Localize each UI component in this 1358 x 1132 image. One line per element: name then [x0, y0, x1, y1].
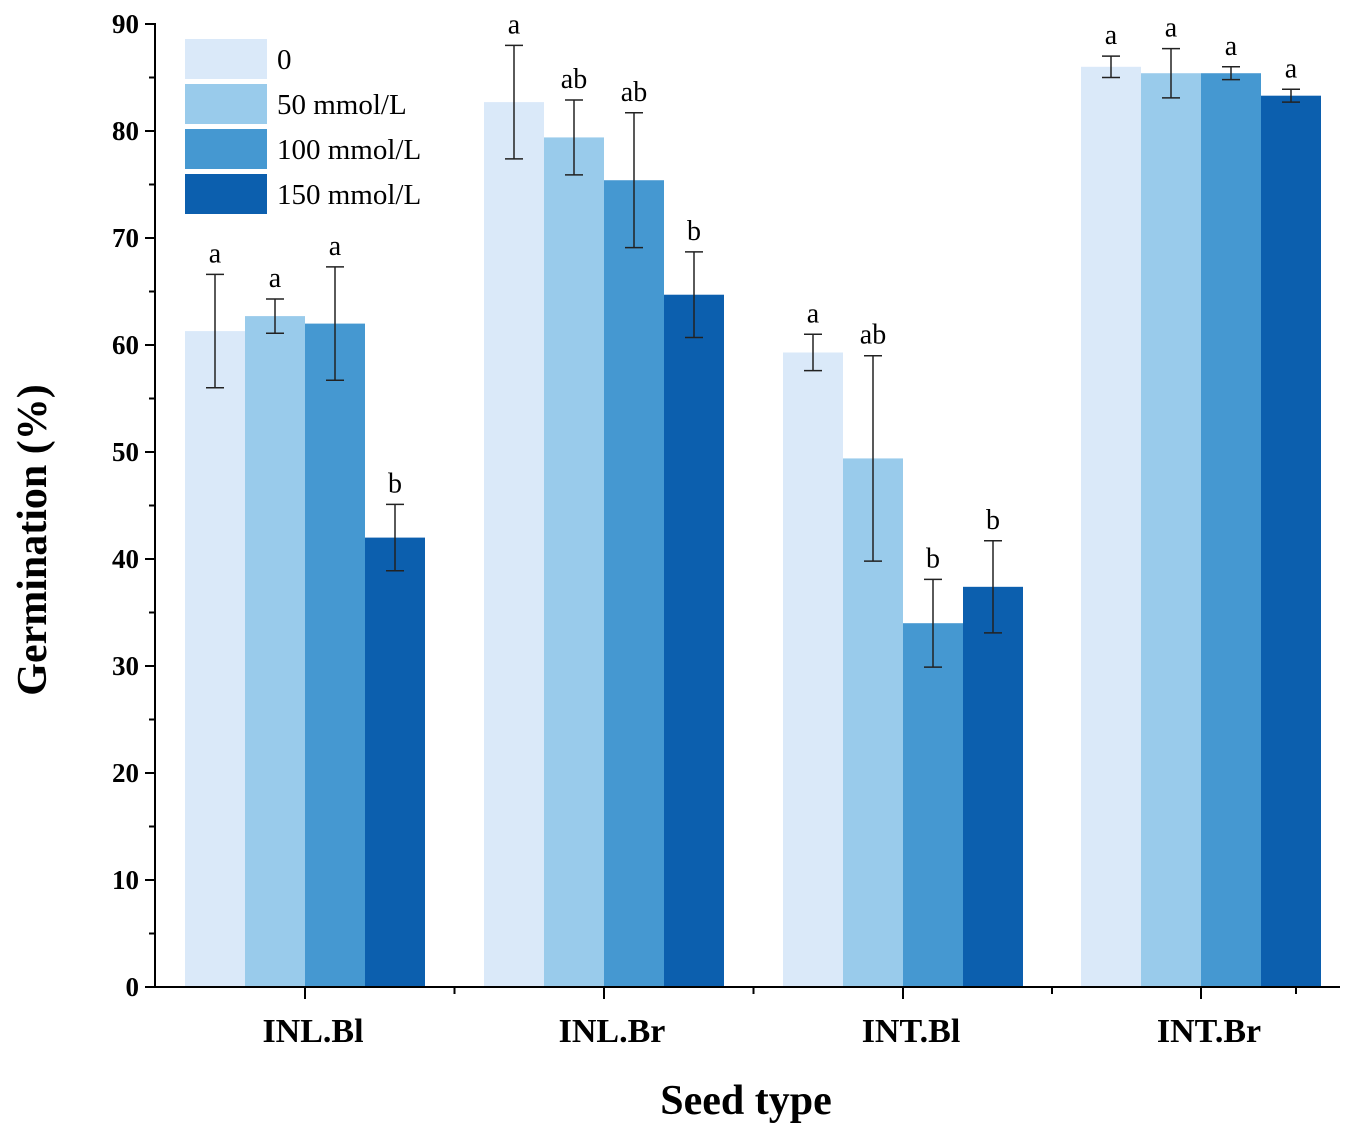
x-axis-title: Seed type — [660, 1078, 832, 1124]
x-tick-label: INT.Bl — [862, 1013, 961, 1050]
error-bar — [924, 578, 942, 668]
significance-letter: a — [1105, 20, 1118, 51]
x-tick-label: INT.Br — [1157, 1013, 1261, 1050]
bar-INT.Br-50-mmol-L — [1141, 73, 1201, 988]
significance-letter: a — [508, 9, 521, 40]
significance-letter: a — [1225, 31, 1238, 62]
error-bar — [1162, 47, 1180, 99]
significance-letter: ab — [561, 64, 587, 95]
error-bar — [505, 44, 523, 160]
x-tick-label: INL.Br — [559, 1013, 666, 1050]
error-bars-layer — [206, 44, 1300, 668]
bars-layer — [185, 66, 1321, 988]
error-bar — [625, 112, 643, 249]
error-bar — [326, 266, 344, 382]
y-tick-label: 0 — [126, 972, 140, 1002]
error-bar — [1102, 55, 1120, 79]
error-bar — [1282, 88, 1300, 103]
bar-INL.Bl-100-mmol-L — [305, 323, 365, 988]
legend-label: 100 mmol/L — [277, 134, 421, 166]
error-bar — [386, 503, 404, 572]
significance-letter: a — [1285, 53, 1298, 84]
bar-INT.Bl-0 — [783, 352, 843, 987]
legend-item: 100 mmol/L — [185, 129, 421, 169]
bar-INL.Br-50-mmol-L — [544, 137, 604, 988]
error-bar — [206, 273, 224, 389]
legend-swatch — [185, 174, 267, 214]
y-tick-label: 70 — [112, 223, 139, 253]
y-tick-label: 10 — [112, 865, 139, 895]
legend-item: 50 mmol/L — [185, 84, 407, 124]
significance-letter: ab — [860, 320, 886, 351]
significance-letter: a — [1165, 13, 1178, 44]
legend: 0 50 mmol/L 100 mmol/L 150 mmol/L — [185, 39, 421, 214]
y-tick-label: 50 — [112, 437, 139, 467]
bar-INT.Bl-150-mmol-L — [963, 586, 1023, 987]
significance-letter: a — [209, 238, 222, 269]
bar-INT.Br-0 — [1081, 66, 1141, 988]
bar-INT.Br-150-mmol-L — [1261, 95, 1321, 987]
legend-item: 0 — [185, 39, 292, 79]
error-bar — [565, 99, 583, 176]
legend-label: 0 — [277, 44, 292, 76]
bar-INL.Bl-50-mmol-L — [245, 316, 305, 987]
bar-INL.Br-0 — [484, 102, 544, 988]
y-tick-label: 60 — [112, 330, 139, 360]
significance-letter: b — [388, 468, 402, 499]
legend-label: 50 mmol/L — [277, 89, 407, 121]
error-bar — [685, 251, 703, 339]
x-tick-label: INL.Bl — [262, 1013, 363, 1050]
significance-letter: b — [687, 216, 701, 247]
y-tick-label: 80 — [112, 116, 139, 146]
legend-label: 150 mmol/L — [277, 179, 421, 211]
y-axis-title: Germination (%) — [10, 384, 56, 695]
legend-swatch — [185, 129, 267, 169]
bar-INL.Br-100-mmol-L — [604, 180, 664, 988]
bar-INT.Br-100-mmol-L — [1201, 73, 1261, 988]
y-tick-label: 30 — [112, 651, 139, 681]
significance-letter: b — [986, 505, 1000, 536]
bar-INL.Bl-150-mmol-L — [365, 537, 425, 987]
significance-letter: a — [807, 298, 820, 329]
significance-letter: ab — [621, 77, 647, 108]
legend-swatch — [185, 84, 267, 124]
axes-layer: 0 10 20 30 40 50 60 70 80 90 INL.Bl INL.Br INT.Bl INT… — [112, 9, 1340, 1050]
y-tick-label: 40 — [112, 544, 139, 574]
significance-letter: a — [269, 263, 282, 294]
error-bar — [266, 298, 284, 334]
error-bar — [1222, 66, 1240, 81]
error-bar — [984, 540, 1002, 634]
legend-swatch — [185, 39, 267, 79]
bar-INL.Bl-0 — [185, 331, 245, 988]
y-tick-label: 90 — [112, 9, 139, 39]
significance-letter: b — [926, 543, 940, 574]
y-tick-label: 20 — [112, 758, 139, 788]
error-bar — [864, 354, 882, 562]
significance-letter: a — [329, 231, 342, 262]
bar-INL.Br-150-mmol-L — [664, 294, 724, 988]
bar-INT.Bl-100-mmol-L — [903, 623, 963, 987]
legend-item: 150 mmol/L — [185, 174, 421, 214]
error-bar — [804, 333, 822, 372]
